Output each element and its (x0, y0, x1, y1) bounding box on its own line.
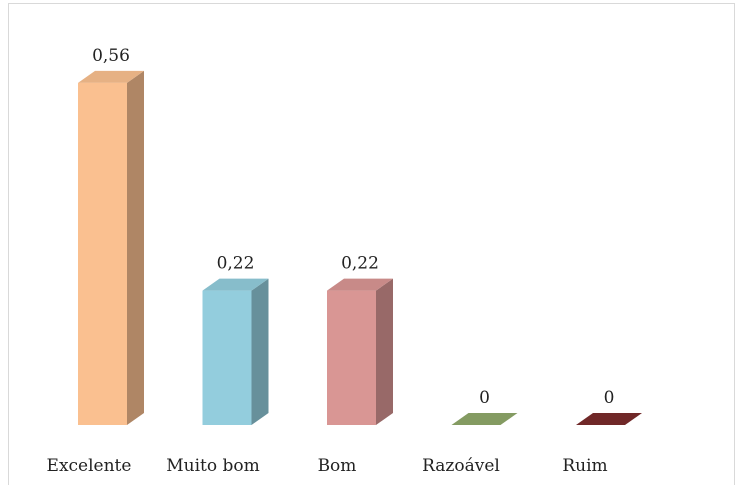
bar-top (327, 278, 393, 291)
bar (78, 82, 127, 425)
bar (202, 290, 252, 425)
value-label: 0,22 (217, 254, 255, 274)
chart-frame (8, 3, 735, 485)
value-label: 0 (479, 388, 490, 408)
bar-top (451, 413, 518, 425)
x-tick-label: Ruim (562, 456, 607, 476)
bar (327, 290, 376, 425)
bar-top (576, 413, 642, 425)
bar-side (376, 278, 393, 425)
bar-top (202, 278, 269, 291)
x-tick-label: Excelente (47, 456, 132, 476)
value-label: 0,22 (341, 254, 379, 274)
x-tick-label: Razoável (422, 456, 500, 476)
bar-side (127, 70, 144, 425)
bar-side (251, 278, 269, 425)
x-tick-label: Bom (318, 456, 357, 476)
x-tick-label: Muito bom (166, 456, 260, 476)
value-label: 0 (604, 388, 615, 408)
bar-top (78, 70, 144, 83)
value-label: 0,56 (92, 46, 130, 66)
